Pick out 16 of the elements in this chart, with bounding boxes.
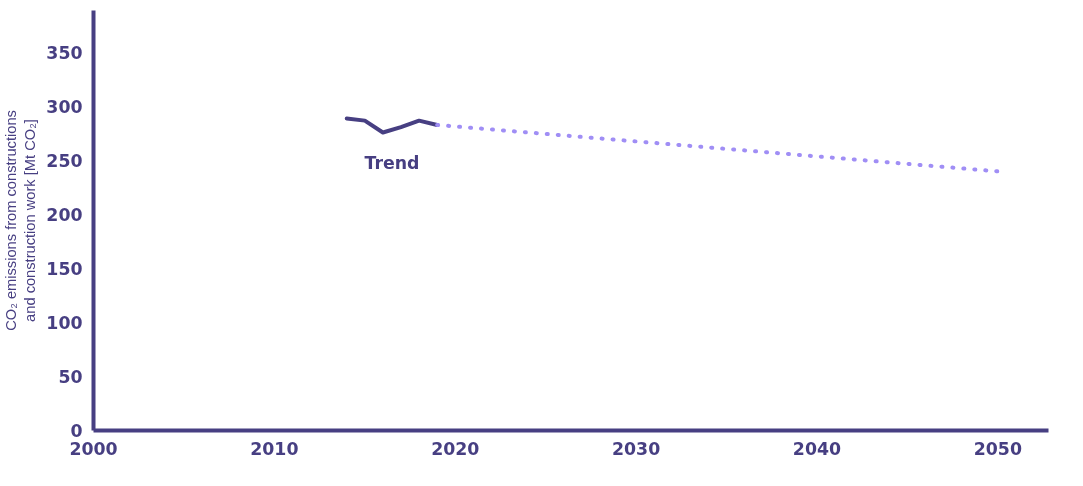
y-tick-label: 50: [58, 367, 83, 388]
y-tick-label: 0: [70, 421, 83, 441]
x-tick-label: 2050: [973, 438, 1022, 459]
x-tick-label: 2030: [612, 438, 661, 459]
y-tick-label: 350: [46, 43, 83, 64]
y-tick-label: 200: [46, 205, 83, 226]
x-tick-label: 2000: [69, 438, 118, 459]
y-tick-label: 150: [46, 259, 83, 280]
annotation: Trend: [364, 152, 420, 173]
y-tick-label: 250: [46, 151, 83, 172]
x-tick-label: 2020: [431, 438, 480, 459]
x-tick-label: 2010: [250, 438, 299, 459]
y-tick-label: 300: [46, 97, 83, 118]
y-tick-label: 100: [46, 313, 83, 334]
x-tick-label: 2040: [792, 438, 842, 459]
y-axis-title: CO₂ emissions from constructions and construction work [Mt CO₂]: [3, 110, 39, 331]
